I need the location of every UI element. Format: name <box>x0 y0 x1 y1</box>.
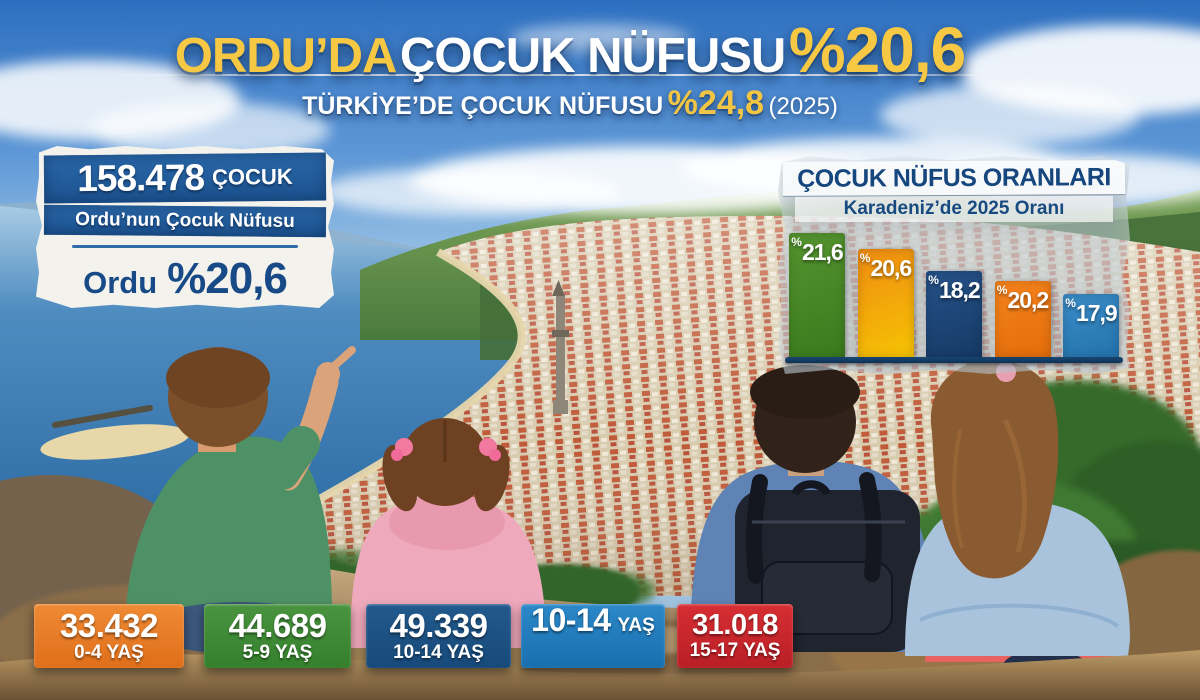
age-stat-15-17: 31.018 15-17 YAŞ <box>677 604 793 668</box>
population-number: 158.478 <box>77 156 205 200</box>
bar-chart: %21,6 %20,6 %18,2 %20,2 %17,9 <box>789 231 1119 357</box>
child-population-rates-chart: ÇOCUK NÜFUS ORANLARI Karadeniz’de 2025 O… <box>778 156 1130 374</box>
age-range-badge-10-14: 10-14 YAŞ <box>521 604 665 668</box>
age-stat-10-14: 49.339 10-14 YAŞ <box>366 604 511 668</box>
bar-blue: %17,9 <box>1063 294 1119 357</box>
beach-sand <box>40 424 190 460</box>
minaret <box>552 280 569 414</box>
page-title: ORDU’DA ÇOCUK NÜFUSU %20,6 <box>0 18 1140 82</box>
subtitle-year: (2025) <box>768 93 838 120</box>
ordu-rate-value: %20,6 <box>167 254 288 303</box>
ordu-population-card: 158.478 ÇOCUK Ordu’nun Çocuk Nüfusu Ordu… <box>36 146 334 308</box>
population-banner: 158.478 ÇOCUK <box>43 152 327 204</box>
chart-baseline <box>785 357 1123 363</box>
ordu-rate-label: Ordu <box>83 265 158 300</box>
title-location: ORDU’DA <box>174 29 398 83</box>
age-stat-0-4: 33.432 0-4 YAŞ <box>34 604 184 668</box>
ordu-rate: Ordu %20,6 <box>42 254 328 304</box>
title-percentage: %20,6 <box>788 14 966 86</box>
title-text: ÇOCUK NÜFUSU <box>399 29 786 83</box>
population-unit: ÇOCUK <box>211 163 293 190</box>
chart-title: ÇOCUK NÜFUS ORANLARI <box>782 160 1126 197</box>
chart-subtitle: Karadeniz’de 2025 Oranı <box>795 196 1113 222</box>
age-stat-5-9: 44.689 5-9 YAŞ <box>204 604 351 668</box>
subtitle-percentage: %24,8 <box>667 84 765 122</box>
header: ORDU’DA ÇOCUK NÜFUSU %20,6 <box>0 18 1140 82</box>
population-caption: Ordu’nun Çocuk Nüfusu <box>43 204 327 238</box>
bar-green: %21,6 <box>789 233 845 357</box>
jetty <box>52 405 153 428</box>
card-divider <box>72 245 298 248</box>
subtitle-text: TÜRKİYE’DE ÇOCUK NÜFUSU <box>302 92 664 120</box>
title-divider <box>120 74 1070 76</box>
bar-navy: %18,2 <box>926 271 982 357</box>
subtitle: TÜRKİYE’DE ÇOCUK NÜFUSU %24,8 (2025) <box>0 84 1140 123</box>
bar-amber: %20,6 <box>857 249 914 357</box>
bar-orange: %20,2 <box>994 281 1051 357</box>
